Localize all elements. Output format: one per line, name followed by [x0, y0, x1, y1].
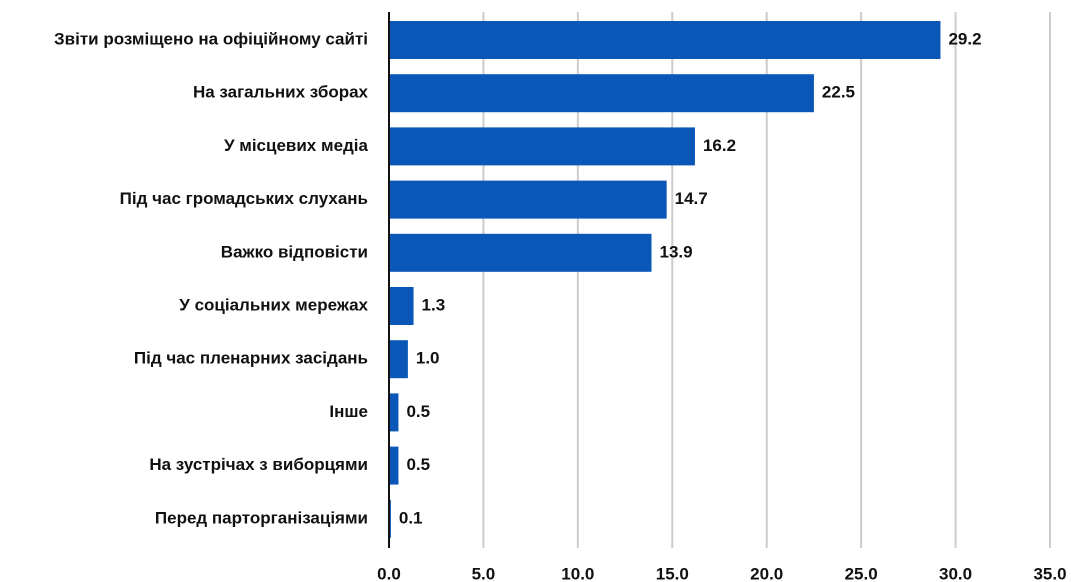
- bar: [389, 446, 399, 485]
- category-label: Інше: [329, 402, 368, 421]
- x-tick-label: 35.0: [1033, 564, 1066, 582]
- category-label: На зустрічах з виборцями: [149, 455, 368, 474]
- x-tick-label: 0.0: [377, 564, 401, 582]
- value-label: 14.7: [675, 189, 708, 208]
- value-label: 0.5: [406, 455, 430, 474]
- bar: [389, 180, 667, 219]
- value-label: 1.3: [422, 295, 446, 314]
- category-label: Звіти розміщено на офіційному сайті: [54, 29, 368, 48]
- category-label: Важко відповісти: [221, 242, 368, 261]
- value-label: 16.2: [703, 136, 736, 155]
- category-label: Під час пленарних засідань: [134, 349, 368, 368]
- bar: [389, 233, 652, 272]
- category-label: Під час громадських слухань: [120, 189, 368, 208]
- category-label: У соціальних мережах: [179, 295, 368, 314]
- x-tick-label: 25.0: [845, 564, 878, 582]
- x-tick-label: 20.0: [750, 564, 783, 582]
- x-tick-label: 15.0: [656, 564, 689, 582]
- x-tick-label: 5.0: [472, 564, 496, 582]
- x-tick-label: 10.0: [561, 564, 594, 582]
- category-label: Перед парторганізаціями: [155, 508, 368, 527]
- category-label: У місцевих медіа: [224, 136, 369, 155]
- value-label: 22.5: [822, 83, 855, 102]
- bar: [389, 74, 814, 113]
- bar: [389, 287, 414, 325]
- x-tick-label: 30.0: [939, 564, 972, 582]
- bar: [389, 393, 399, 432]
- value-label: 0.5: [406, 402, 430, 421]
- value-label: 13.9: [660, 242, 693, 261]
- value-label: 0.1: [399, 508, 423, 527]
- bar: [389, 21, 941, 59]
- value-label: 29.2: [948, 29, 981, 48]
- bar: [389, 340, 408, 379]
- value-label: 1.0: [416, 349, 440, 368]
- category-label: На загальних зборах: [193, 83, 369, 102]
- bar: [389, 127, 695, 166]
